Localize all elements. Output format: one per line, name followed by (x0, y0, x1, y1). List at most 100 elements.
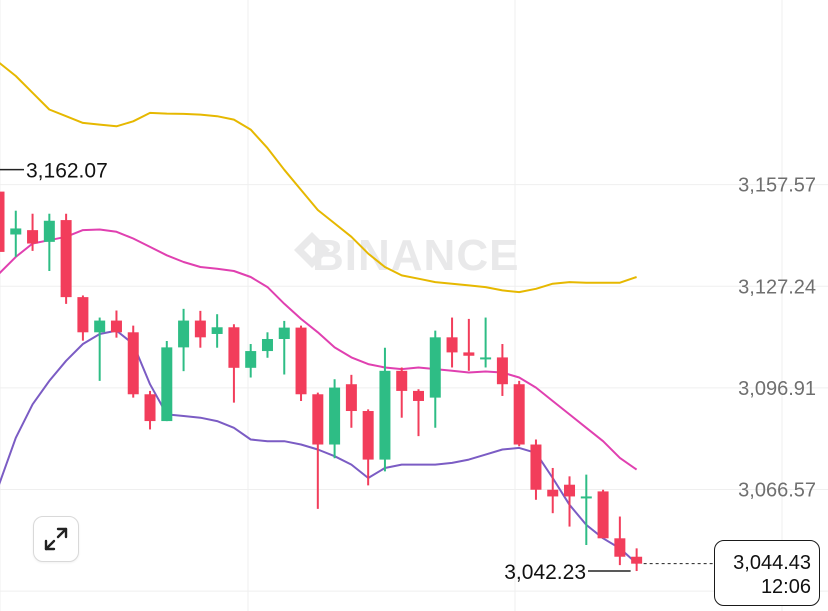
candle-body (261, 338, 273, 352)
candle-up (480, 317, 492, 368)
candle-down (295, 325, 307, 401)
candle-down (631, 548, 643, 572)
candle-down (614, 516, 626, 566)
candle-up (178, 308, 190, 372)
y-tick-label: 3,066.57 (738, 480, 816, 502)
low-price-label: 3,042.23 (504, 561, 586, 584)
price-annotations: 3,162.07 3,042.23 (0, 160, 714, 584)
candle-down (77, 295, 89, 341)
candle-body (429, 337, 441, 398)
expand-button[interactable] (33, 516, 79, 562)
candle-down (110, 310, 122, 338)
candle-body (362, 411, 374, 460)
candle-body (396, 370, 408, 391)
candle-body (480, 357, 492, 360)
candle-body (110, 320, 122, 333)
candle-down (194, 310, 206, 348)
candle-down (530, 439, 542, 500)
candle-up (261, 332, 273, 358)
high-price-label: 3,162.07 (26, 160, 108, 183)
candle-up (429, 330, 441, 428)
candle-up (43, 213, 55, 271)
candle-body (10, 228, 22, 235)
candle-up (10, 210, 22, 257)
candle-body (161, 347, 173, 422)
candle-down (496, 344, 508, 396)
candle-down (27, 213, 39, 251)
candle-body (564, 484, 576, 497)
candle-body (178, 320, 190, 348)
candle-body (614, 538, 626, 557)
candle-body (379, 370, 391, 460)
candle-body (312, 394, 324, 445)
candle-body (513, 384, 525, 445)
candle-body (547, 489, 559, 497)
candle-body (631, 556, 643, 564)
candle-up (245, 344, 257, 378)
current-price-tag: 3,044.43 12:06 (714, 540, 820, 606)
candle-down (127, 325, 139, 398)
candle-down (345, 374, 357, 428)
candle-body (127, 332, 139, 395)
candle-body (580, 496, 592, 499)
candle-up (329, 379, 341, 459)
current-price: 3,044.43 (733, 552, 811, 574)
binance-watermark: BINANCE (312, 231, 519, 280)
candle-countdown: 12:06 (760, 576, 811, 598)
candle-body (496, 357, 508, 385)
y-axis: 3,157.573,127.243,096.913,066.573,036.23 (738, 175, 816, 603)
candle-up (211, 314, 223, 348)
candle-down (228, 324, 240, 403)
binance-logo-icon (294, 232, 330, 268)
candle-up (379, 347, 391, 472)
candle-body (27, 230, 39, 244)
candle-down (564, 476, 576, 527)
candle-body (278, 327, 290, 339)
candle-down (597, 489, 609, 539)
candle-body (463, 352, 475, 356)
candle-down (413, 389, 424, 437)
candles (0, 191, 643, 572)
candle-body (94, 320, 106, 333)
candle-up (580, 474, 592, 546)
y-tick-label: 3,127.24 (738, 276, 816, 298)
candle-body (329, 387, 341, 445)
candle-down (144, 390, 156, 430)
candle-body (413, 390, 424, 401)
candle-up (278, 320, 290, 375)
candle-body (530, 444, 542, 490)
candle-body (446, 337, 458, 353)
candle-body (77, 297, 89, 333)
candle-down (312, 392, 324, 509)
candle-body (194, 320, 206, 338)
y-tick-label: 3,157.57 (738, 175, 816, 197)
binance-logo-shape (294, 232, 330, 268)
candle-body (60, 220, 72, 298)
expand-diagonal-icon (44, 527, 68, 551)
candle-down (547, 467, 559, 514)
candle-body (295, 327, 307, 395)
candle-body (144, 394, 156, 422)
candle-down (446, 317, 458, 368)
candle-down (362, 409, 374, 486)
candle-body (245, 351, 257, 368)
candle-up (94, 317, 106, 381)
candle-body (0, 191, 5, 252)
candle-body (43, 220, 55, 242)
candle-down (60, 213, 72, 304)
band-middle-line (0, 228, 638, 471)
candle-down (396, 367, 408, 418)
candle-down (463, 318, 475, 371)
candle-down (0, 191, 5, 252)
candle-body (211, 327, 223, 334)
y-tick-label: 3,096.91 (738, 378, 816, 400)
candle-body (597, 491, 609, 539)
candle-down (513, 380, 525, 447)
candle-body (228, 327, 240, 368)
candle-up (161, 341, 173, 422)
candle-body (345, 384, 357, 412)
band-upper-line (0, 62, 637, 294)
